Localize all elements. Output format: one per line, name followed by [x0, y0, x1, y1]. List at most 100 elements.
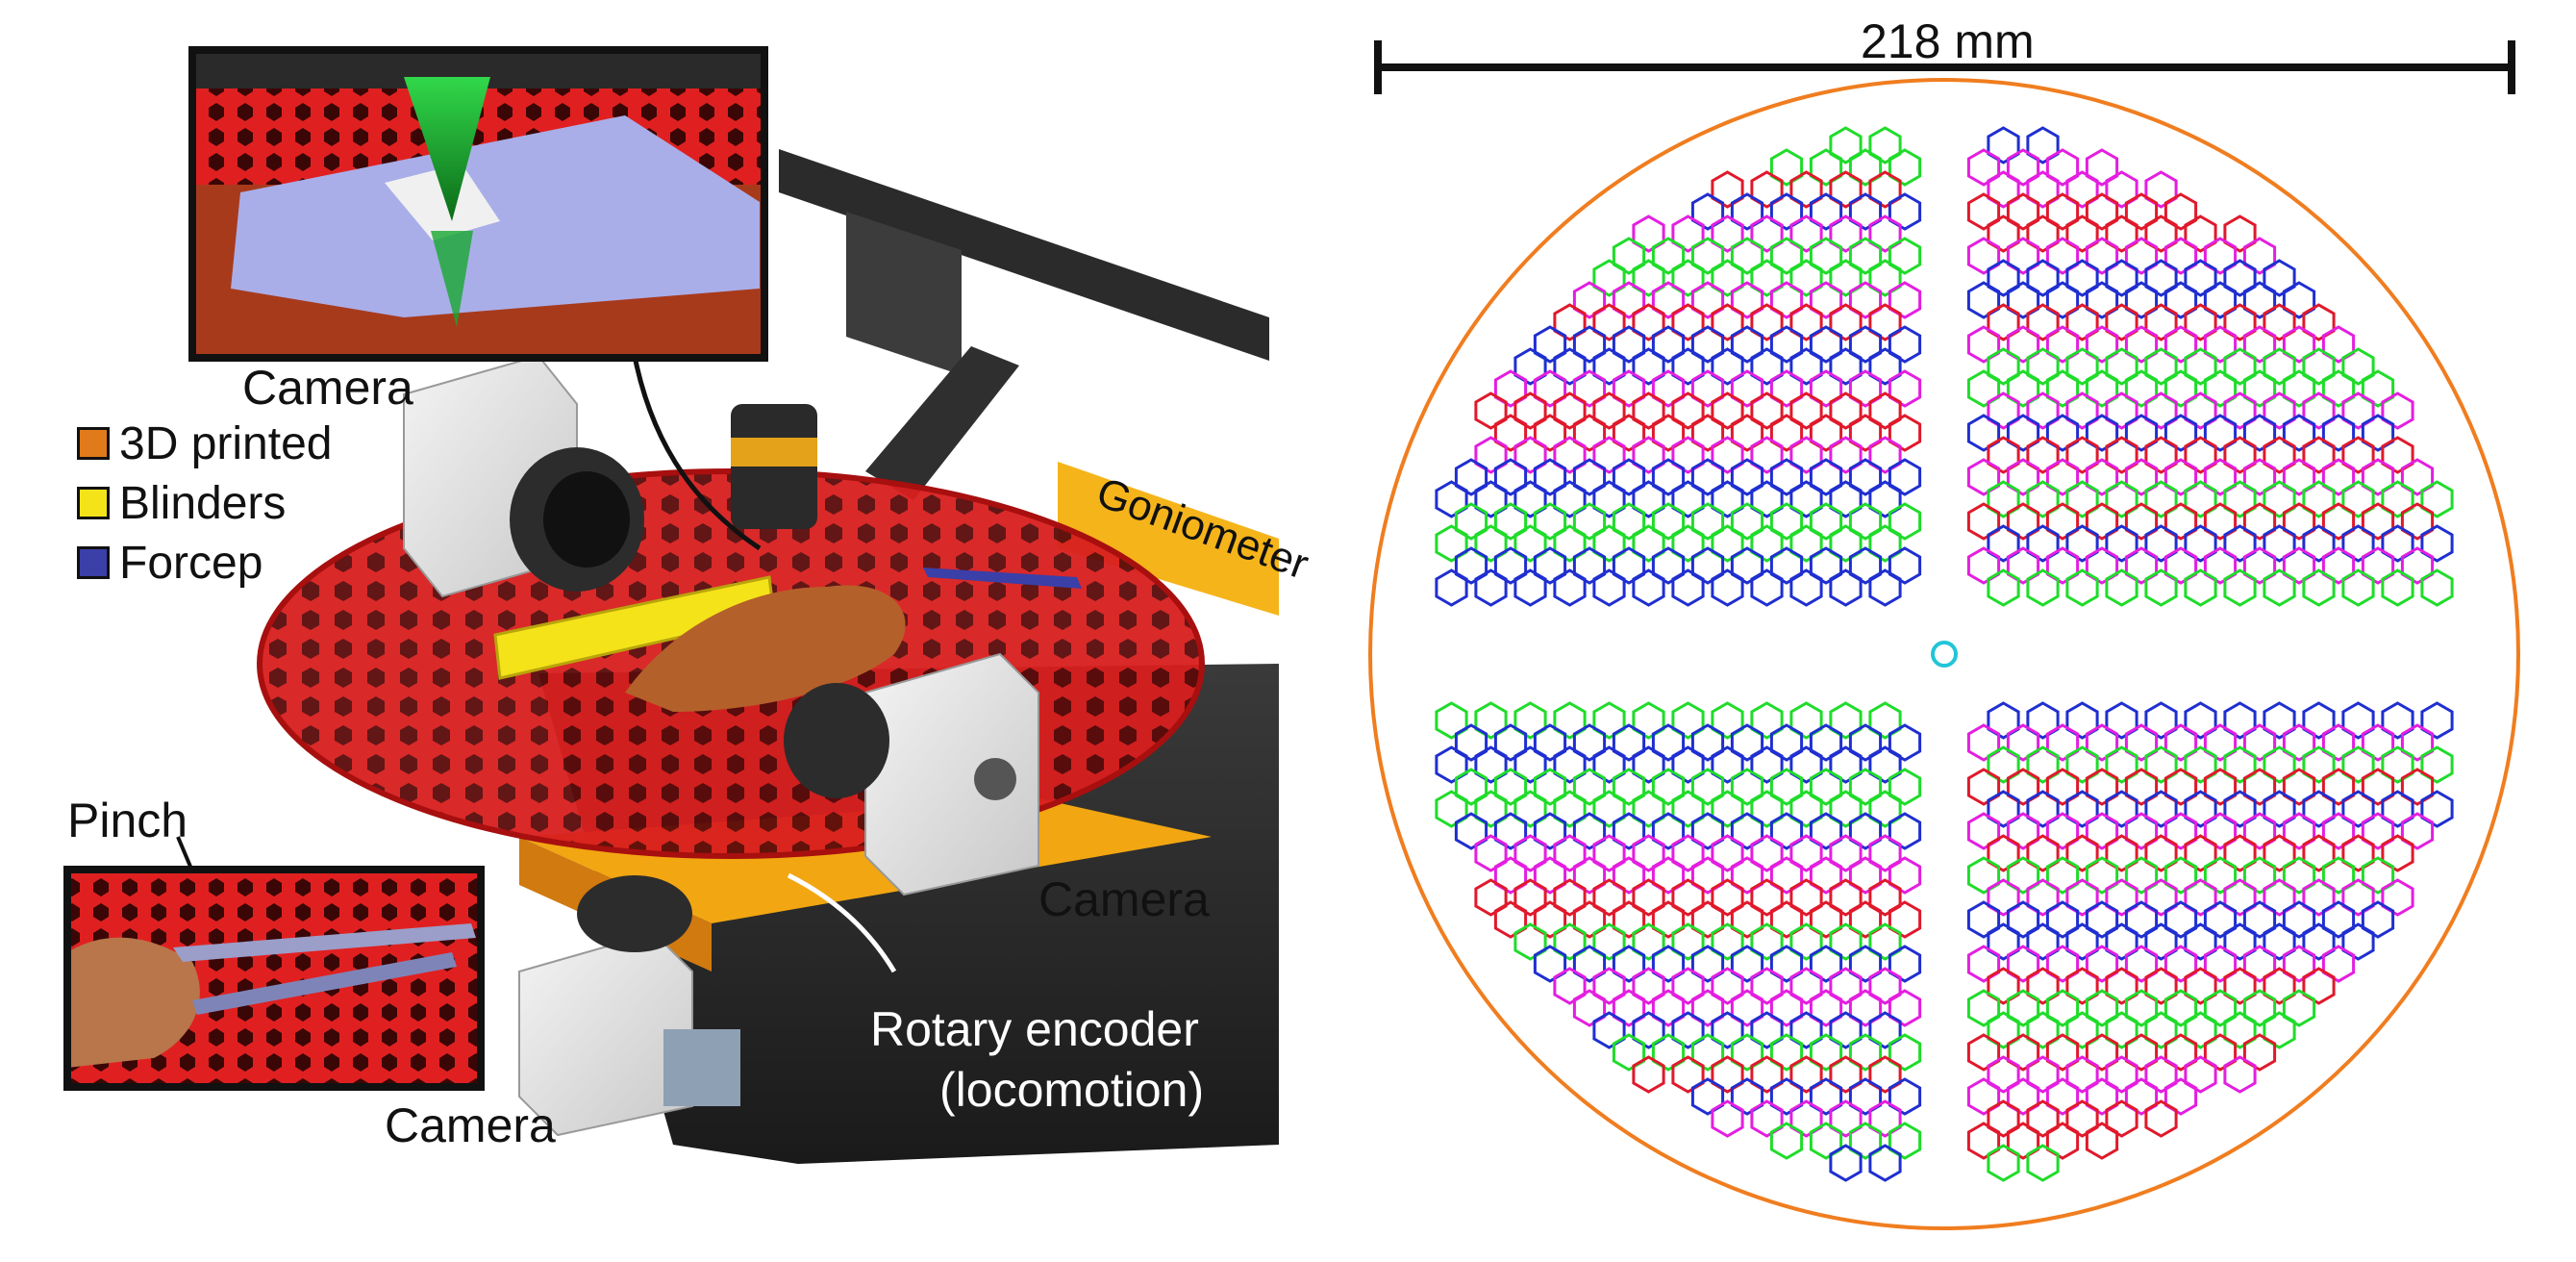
hexagon	[2006, 414, 2040, 452]
hexagon	[2223, 701, 2257, 740]
hexagon	[1612, 369, 1646, 408]
hexagon	[1513, 834, 1547, 872]
hexagon	[1632, 524, 1665, 563]
hexagon	[2105, 347, 2138, 386]
hexagon	[2302, 878, 2336, 917]
hexagon	[2263, 480, 2296, 518]
hexagon	[2400, 812, 2435, 850]
hexagon	[2242, 1033, 2277, 1072]
hexagon	[1750, 1055, 1784, 1094]
hexagon	[1671, 391, 1705, 430]
hexagon	[1553, 834, 1587, 872]
hexagon	[1750, 790, 1784, 828]
hexagon	[1789, 922, 1823, 961]
hexagon	[1730, 281, 1764, 319]
hexagon	[2045, 1033, 2080, 1072]
hexagon	[1533, 812, 1567, 850]
hexagon	[1888, 900, 1922, 939]
hexagon	[1690, 768, 1725, 806]
hexagon	[1987, 922, 2020, 961]
hexagon	[1730, 856, 1764, 895]
hexagon	[2282, 546, 2316, 585]
hexagon	[2321, 414, 2356, 452]
hexagon	[1651, 989, 1686, 1027]
hexagon	[1769, 1122, 1804, 1160]
hexagon	[1572, 856, 1607, 895]
hexagon	[1474, 436, 1508, 474]
hexagon	[1632, 922, 1665, 961]
hexagon	[1632, 436, 1665, 474]
hexagon	[2144, 480, 2178, 518]
hexagon	[1711, 745, 1744, 784]
hexagon	[2321, 369, 2356, 408]
hexagon	[1868, 524, 1902, 563]
hexagon	[2203, 945, 2238, 983]
hexagon	[1789, 259, 1823, 297]
hexagon	[2045, 546, 2080, 585]
hexagon	[1769, 1033, 1804, 1072]
hexagon	[2144, 745, 2178, 784]
hexagon	[2420, 524, 2454, 563]
legend: 3D printed Blinders Forcep	[77, 414, 332, 593]
hexagon	[1730, 458, 1764, 496]
hexagon	[2026, 480, 2060, 518]
hexagon	[2006, 723, 2040, 762]
hexagon	[1711, 303, 1744, 341]
hexagon	[2026, 1099, 2060, 1138]
hexagon	[1868, 878, 1902, 917]
hexagon	[1829, 480, 1863, 518]
hexagon	[1966, 989, 2001, 1027]
hexagon	[2302, 480, 2336, 518]
hexagon	[2144, 878, 2178, 917]
hexagon	[1848, 768, 1883, 806]
hexagon	[2163, 546, 2198, 585]
hexagon	[1809, 989, 1843, 1027]
hexagon	[1612, 237, 1646, 275]
hexagon	[1848, 989, 1883, 1027]
hexagon	[2026, 790, 2060, 828]
hexagon	[2105, 1011, 2138, 1049]
hexagon	[2242, 812, 2277, 850]
hexagon	[1493, 458, 1528, 496]
hexagon	[1789, 834, 1823, 872]
hexagon	[2085, 945, 2119, 983]
hexagon	[1612, 325, 1646, 364]
hexagon	[2105, 436, 2138, 474]
inset-pinch	[63, 866, 485, 1091]
hexagon	[1493, 723, 1528, 762]
hexagon	[1789, 480, 1823, 518]
hexagon	[2006, 546, 2040, 585]
hexagon	[2282, 723, 2316, 762]
hexagon	[1750, 834, 1784, 872]
hexagon	[1572, 458, 1607, 496]
hexagon	[2065, 967, 2099, 1005]
hexagon	[1750, 480, 1784, 518]
hexagon	[1809, 900, 1843, 939]
hexagon	[1750, 878, 1784, 917]
hexagon	[2242, 458, 2277, 496]
hexagon	[1966, 900, 2001, 939]
hexagon	[1966, 723, 2001, 762]
hexagon	[1966, 768, 2001, 806]
hexagon	[1848, 369, 1883, 408]
hexagon	[1493, 768, 1528, 806]
hexagon	[2184, 347, 2217, 386]
hexagon	[2006, 856, 2040, 895]
hexagon	[1966, 237, 2001, 275]
hexagon	[1513, 347, 1547, 386]
hexagon	[1829, 215, 1863, 253]
hexagon	[2006, 458, 2040, 496]
hexagon	[2006, 369, 2040, 408]
hexagon	[2184, 303, 2217, 341]
legend-swatch-blinders	[77, 487, 110, 519]
hexagon	[2321, 723, 2356, 762]
hexagon	[2085, 989, 2119, 1027]
hexagon	[1868, 745, 1902, 784]
hexagon	[2184, 436, 2217, 474]
hexagon	[1553, 745, 1587, 784]
hexagon	[1868, 922, 1902, 961]
hexagon	[2242, 414, 2277, 452]
hexagon	[2144, 922, 2178, 961]
hexagon	[1888, 723, 1922, 762]
hexagon	[1690, 325, 1725, 364]
